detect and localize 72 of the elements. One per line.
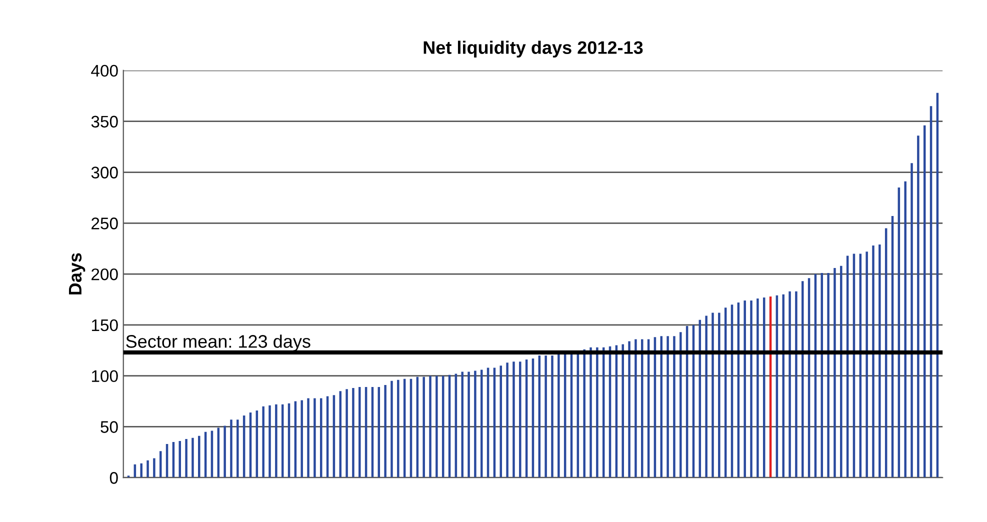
bar — [178, 440, 181, 478]
bar — [551, 355, 554, 478]
bar — [352, 388, 354, 478]
y-tick-label: 150 — [92, 319, 118, 332]
bar — [782, 294, 784, 478]
bar — [185, 438, 188, 478]
bar — [673, 336, 676, 478]
bar — [590, 347, 592, 478]
bar — [192, 438, 194, 478]
bar — [230, 420, 232, 478]
y-tick-label: 0 — [110, 472, 118, 484]
bar — [788, 291, 791, 478]
bar — [506, 362, 508, 478]
y-tick-label: 400 — [91, 64, 118, 77]
bar — [422, 376, 425, 478]
bar — [583, 349, 586, 478]
y-tick-label: 250 — [92, 218, 118, 230]
bar — [910, 163, 913, 478]
y-tick-label: 100 — [92, 370, 118, 382]
bar — [744, 300, 746, 478]
chart-title: Net liquidity days 2012-13 — [424, 40, 643, 58]
bar — [878, 244, 881, 478]
bar — [840, 266, 842, 478]
bar — [358, 387, 361, 478]
bar — [512, 362, 515, 478]
bar — [474, 370, 476, 478]
y-axis-title: Days — [68, 253, 86, 294]
bar — [146, 460, 149, 478]
bar — [628, 341, 630, 478]
bar — [346, 389, 348, 478]
bar — [519, 362, 522, 478]
bar — [198, 436, 200, 478]
ref-line-label: Sector mean: 123 days — [126, 334, 310, 352]
y-tick-label: 50 — [100, 421, 118, 433]
bar — [622, 344, 624, 478]
bar — [827, 273, 830, 478]
bar — [268, 405, 271, 478]
bar — [750, 300, 752, 478]
bar — [300, 400, 303, 478]
bar — [461, 372, 464, 478]
y-tick-label: 200 — [92, 268, 118, 280]
bar — [712, 312, 714, 478]
bar — [596, 347, 598, 478]
bar — [390, 380, 393, 478]
bar — [917, 136, 920, 478]
bar — [544, 355, 547, 478]
bar — [795, 291, 798, 478]
bar — [236, 420, 239, 478]
bar — [904, 181, 906, 478]
bar — [872, 246, 874, 478]
bar — [634, 339, 637, 478]
bar — [224, 426, 226, 478]
bar — [705, 316, 708, 478]
bar — [397, 380, 400, 478]
bar — [680, 332, 682, 478]
bar — [140, 463, 142, 478]
bar — [756, 298, 759, 478]
bar — [436, 376, 438, 478]
bar — [314, 398, 316, 478]
y-tick-label: 350 — [91, 116, 118, 128]
bar — [468, 372, 470, 478]
bar — [666, 336, 669, 478]
bar — [866, 252, 868, 478]
bar — [429, 376, 432, 478]
bar — [262, 406, 264, 478]
bar — [153, 458, 156, 478]
y-tick-label: 300 — [91, 166, 118, 178]
bar — [307, 398, 310, 478]
bar — [275, 404, 278, 478]
bar — [384, 385, 386, 478]
bar — [834, 268, 836, 478]
bar — [718, 312, 720, 478]
